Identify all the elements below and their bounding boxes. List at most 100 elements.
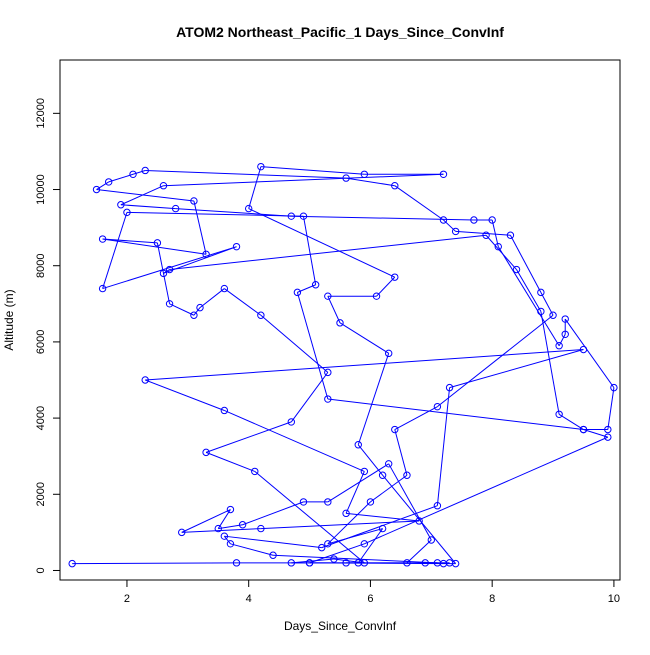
data-point	[190, 197, 198, 205]
series-segment	[309, 543, 365, 564]
data-point	[238, 521, 247, 529]
data-point	[257, 162, 265, 171]
data-point	[159, 269, 168, 278]
data-point	[287, 418, 296, 426]
series-segment	[145, 349, 584, 381]
data-point	[555, 410, 563, 418]
series-segment	[242, 501, 304, 526]
series-segment	[436, 387, 451, 506]
series-segment	[327, 528, 383, 545]
series-segment	[102, 238, 158, 244]
data-point	[433, 502, 442, 510]
data-point	[445, 559, 454, 567]
data-point	[196, 303, 204, 312]
x-tick-label: 8	[489, 593, 495, 605]
series-segment	[126, 211, 304, 217]
series-segment	[224, 288, 262, 316]
series-segment	[199, 288, 225, 309]
series-segment	[491, 219, 499, 247]
y-tick-label: 10000	[35, 174, 47, 205]
series-segment	[248, 166, 262, 209]
data-point	[324, 540, 332, 548]
data-point	[98, 235, 107, 243]
y-tick-label: 2000	[35, 482, 47, 506]
series-segment	[181, 509, 231, 533]
series-segment	[102, 246, 237, 290]
data-point	[153, 239, 162, 247]
data-point	[378, 471, 387, 479]
data-point	[190, 311, 198, 319]
series-segment	[132, 169, 146, 175]
series-lines	[72, 166, 615, 565]
data-point	[433, 559, 442, 567]
data-point	[342, 174, 350, 182]
data-point	[561, 330, 569, 338]
data-point	[330, 555, 338, 563]
data-point	[104, 178, 113, 186]
data-point	[324, 292, 332, 300]
x-tick-label: 6	[367, 593, 373, 605]
data-point	[354, 441, 362, 449]
data-point	[251, 467, 259, 476]
data-point	[220, 406, 229, 415]
data-point	[214, 524, 222, 533]
y-tick-label: 0	[35, 567, 47, 573]
data-point	[287, 559, 296, 567]
data-point	[604, 425, 612, 434]
series-segment	[388, 463, 432, 541]
series-segment	[108, 173, 134, 183]
series-segment	[346, 512, 420, 522]
data-point	[202, 250, 210, 258]
data-point	[324, 395, 332, 403]
data-point	[433, 402, 442, 411]
data-point	[403, 471, 411, 479]
data-point	[549, 311, 557, 319]
series-segment	[260, 166, 365, 175]
data-point	[299, 212, 308, 220]
data-point	[537, 307, 545, 316]
data-point	[117, 201, 125, 209]
series-segment	[516, 269, 542, 312]
data-point	[92, 185, 101, 194]
data-point	[451, 227, 460, 236]
series-segment	[497, 246, 560, 346]
x-axis-label: Days_Since_ConvInf	[284, 619, 397, 633]
data-point	[220, 532, 229, 540]
data-point	[257, 524, 265, 533]
series-segment	[120, 204, 176, 210]
series-segment	[558, 334, 566, 346]
series-segment	[205, 451, 255, 472]
y-axis-label: Altitude (m)	[2, 289, 16, 350]
data-point	[257, 311, 265, 319]
series-segment	[145, 379, 225, 411]
x-tick-label: 10	[608, 593, 620, 605]
data-point	[299, 498, 308, 506]
data-point	[512, 265, 521, 274]
x-tick-label: 2	[124, 593, 130, 605]
series-segment	[290, 372, 329, 423]
data-point	[610, 383, 618, 392]
series-segment	[248, 208, 395, 278]
data-point	[123, 208, 131, 217]
data-point	[360, 540, 369, 548]
data-point	[579, 345, 588, 354]
series-segment	[357, 528, 384, 564]
data-point	[165, 300, 174, 308]
series-segment	[218, 524, 243, 530]
series-segment	[345, 471, 365, 514]
series-segment	[346, 177, 395, 187]
data-point	[232, 559, 241, 567]
series-segment	[339, 322, 389, 354]
data-point	[391, 425, 399, 434]
data-point	[129, 170, 137, 178]
data-point	[391, 273, 399, 281]
series-segment	[145, 169, 347, 179]
data-point	[360, 170, 369, 178]
data-point	[384, 460, 393, 468]
series-segment	[260, 314, 329, 373]
series-segment	[509, 235, 542, 293]
series-segment	[370, 474, 408, 503]
series-segment	[296, 292, 329, 400]
chart-title: ATOM2 Northeast_Pacific_1 Days_Since_Con…	[176, 24, 504, 40]
